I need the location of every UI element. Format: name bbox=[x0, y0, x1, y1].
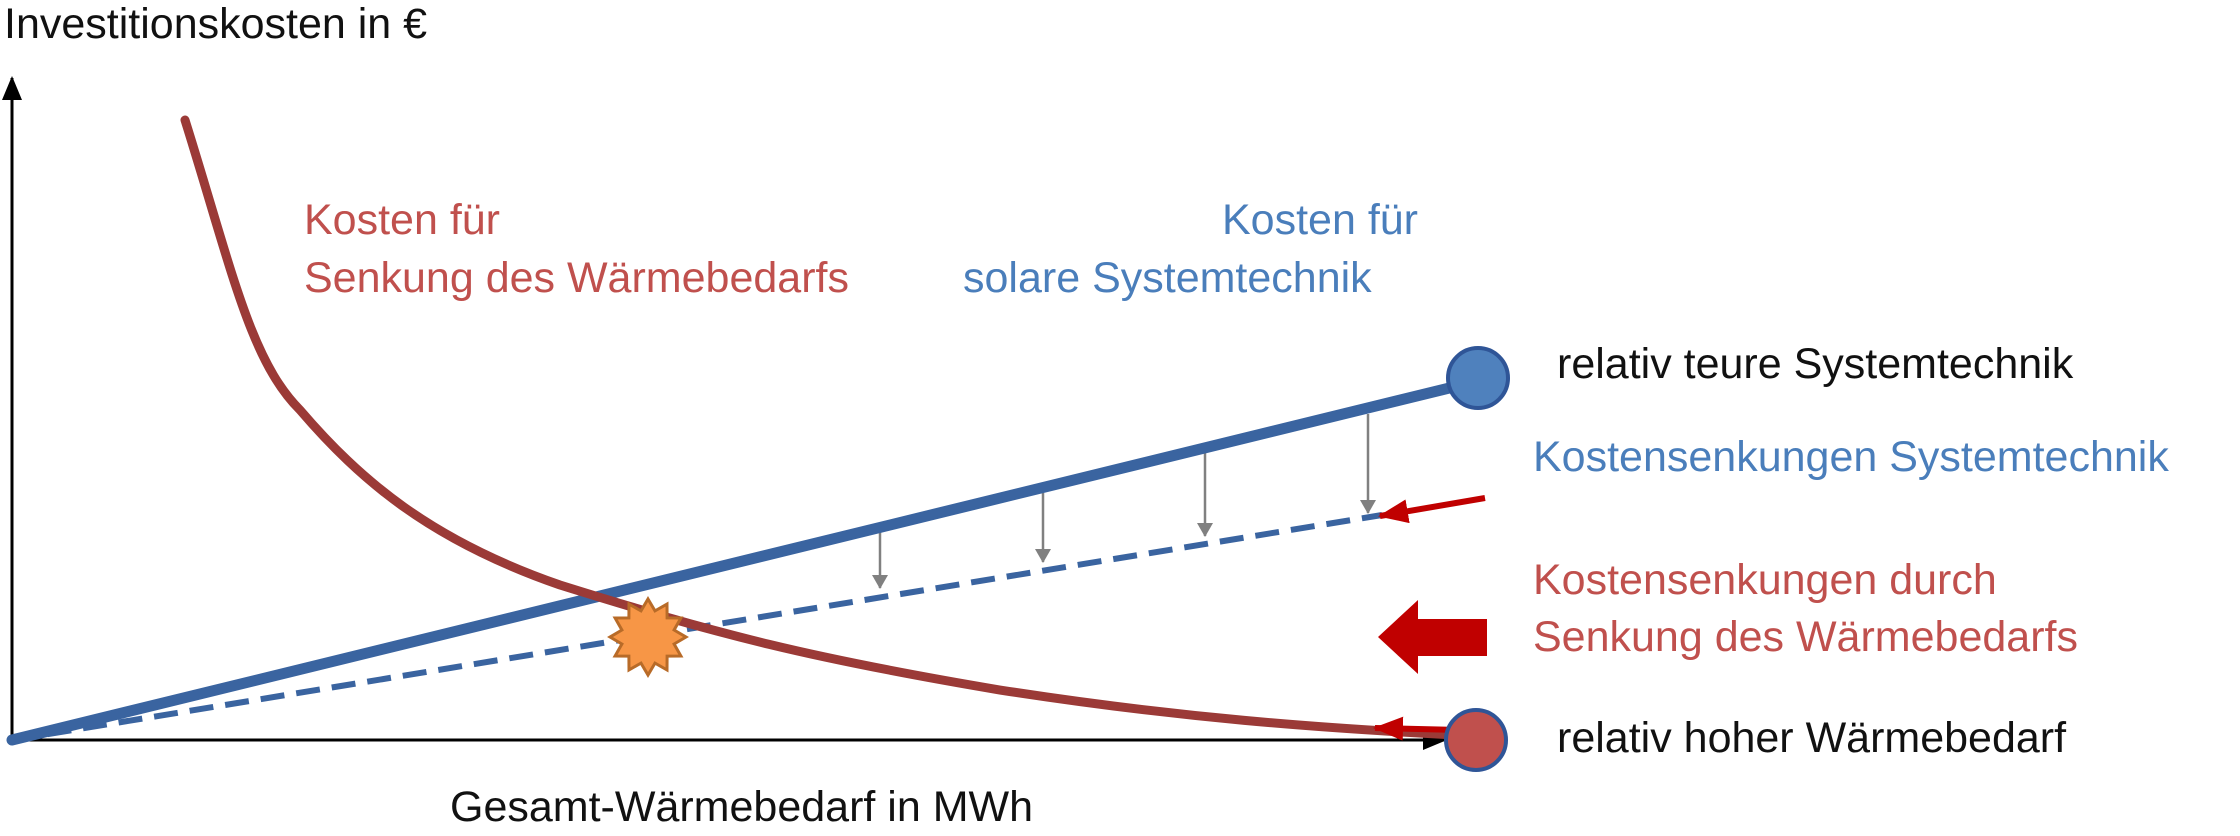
heat-demand-marker-label: relativ hoher Wärmebedarf bbox=[1557, 714, 2067, 762]
intersection-star-icon bbox=[607, 596, 689, 678]
heat-reduction-cost-curve bbox=[180, 115, 1460, 740]
heat-demand-marker bbox=[1444, 708, 1508, 772]
heat-reduction-curve-label-line2: Senkung des Wärmebedarfs bbox=[304, 254, 849, 302]
demand-reduction-label-line2: Senkung des Wärmebedarfs bbox=[1533, 613, 2078, 661]
solar-curve-label-line2: solare Systemtechnik bbox=[963, 254, 1372, 302]
y-axis-label: Investitionskosten in € bbox=[4, 0, 428, 48]
demand-reduction-label-line1: Kostensenkungen durch bbox=[1533, 556, 1997, 604]
system-reduction-arrow bbox=[1378, 495, 1486, 524]
demand-reduction-big-arrow bbox=[1378, 600, 1487, 674]
x-axis-label: Gesamt-Wärmebedarf in MWh bbox=[450, 783, 1034, 831]
solar-system-cost-line bbox=[6, 375, 1484, 746]
system-cost-marker bbox=[1446, 346, 1510, 410]
system-reduction-label: Kostensenkungen Systemtechnik bbox=[1533, 433, 2169, 481]
system-cost-marker-label: relativ teure Systemtechnik bbox=[1557, 340, 2074, 388]
heat-reduction-curve-label-line1: Kosten für bbox=[304, 196, 500, 244]
solar-curve-label-line1: Kosten für bbox=[1222, 196, 1418, 244]
